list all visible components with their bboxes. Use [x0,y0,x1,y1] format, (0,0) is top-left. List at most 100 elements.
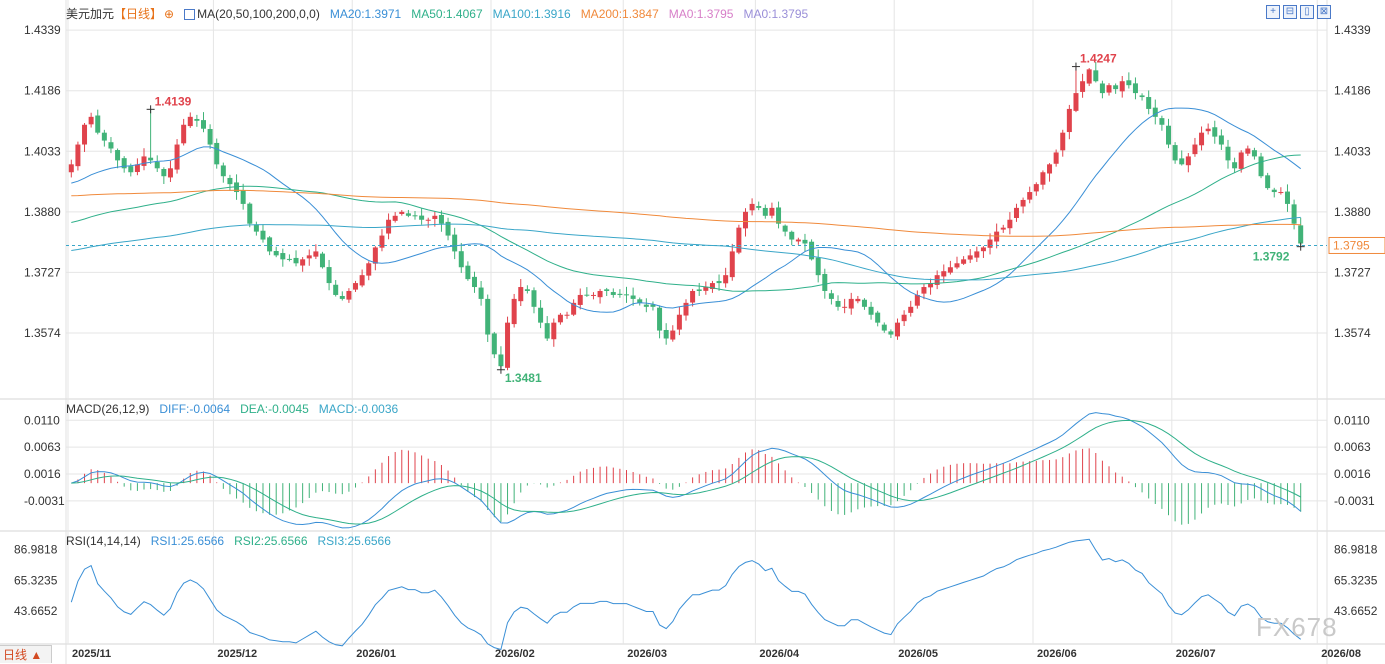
candle-body [577,294,583,305]
candle-body [683,302,689,316]
candle-body [227,177,233,185]
candle-body [1251,150,1257,157]
candle-body [1047,164,1053,174]
candle-body [1086,69,1092,84]
candle-body [101,132,107,141]
candle-body [1106,85,1112,93]
close-panel-button[interactable]: ⊠ [1317,5,1331,19]
candle-body [650,304,656,307]
candle-body [392,215,398,221]
candle-body [445,221,451,236]
price-tick-right: 1.4186 [1334,84,1371,98]
macd-tick-right: -0.0031 [1334,494,1375,508]
left-high-label: 1.4139 [155,94,192,108]
candle-body [82,124,88,145]
candle-body [293,257,299,264]
rsi-value-2: RSI3:25.6566 [317,534,391,548]
ma-value-0: MA20:1.3971 [329,7,402,21]
candle-body [709,283,715,289]
zoom-in-button[interactable]: + [1266,5,1280,19]
low-label: 1.3481 [505,371,542,385]
main-legend: 美元加元 【日线】 ⊕ MA(20,50,100,200,0,0) MA20:1… [66,6,808,22]
candle-body [617,293,623,295]
candle-body [690,290,696,303]
candle-body [419,215,425,220]
candle-body [610,292,616,295]
candle-body [676,314,682,330]
date-tick-label: 2026/03 [627,648,667,660]
candle-body [247,203,253,224]
candle-body [1159,118,1165,125]
candle-body [1172,145,1178,161]
candle-body [518,287,524,302]
candle-body [908,306,914,313]
panel-button[interactable]: ▯ [1300,5,1314,19]
candle-body [319,253,325,268]
layout-button[interactable]: ⊟ [1283,5,1297,19]
candle-body [286,258,292,260]
ma-line-ma100 [71,216,1301,281]
candle-body [267,237,273,252]
candle-body [1040,172,1046,185]
candle-body [987,239,993,248]
candle-body [947,267,953,273]
high-label: 1.4247 [1080,52,1117,66]
candle-body [1000,227,1006,230]
candle-body [1080,81,1086,92]
candle-body [736,227,742,253]
candle-body [657,307,663,331]
candle-body [1132,83,1138,94]
candle-body [756,206,762,208]
ma-settings-icon[interactable] [184,8,196,20]
candle-body [624,294,630,296]
candle-body [875,312,881,323]
rsi-value-0: RSI1:25.6566 [150,534,225,548]
candle-body [1139,95,1145,98]
candle-body [214,142,220,165]
candle-body [68,164,74,173]
candle-body [326,267,332,284]
date-tick-label: 2026/07 [1176,648,1216,660]
candle-body [524,289,530,291]
date-tick-label: 2025/11 [72,648,111,660]
macd-histogram [77,448,1302,525]
candle-body [273,251,279,256]
candle-body [240,190,246,204]
candle-body [1258,156,1264,177]
period-label[interactable]: 【日线】 [114,7,163,21]
candle-body [1093,70,1099,82]
candle-body [491,333,497,355]
price-tick-right: 1.3727 [1334,265,1371,279]
macd-line-dea [71,419,1301,525]
price-tick-left: 1.3880 [24,205,61,219]
ma-values: MA20:1.3971 MA50:1.4067 MA100:1.3916 MA200:… [330,6,808,22]
candle-body [782,225,788,232]
candle-body [1245,148,1251,154]
candle-body [366,263,372,276]
rsi-tick-left: 65.3235 [14,573,58,587]
current-price-tag: 1.3795 [1333,238,1370,252]
candle-body [703,287,709,291]
candle-body [1073,93,1079,111]
candle-body [1020,199,1026,207]
date-tick-label: 2026/02 [495,648,535,660]
rsi-legend: RSI(14,14,14) RSI1:25.6566 RSI2:25.6566 RS… [66,533,391,549]
candle-body [914,294,920,306]
period-selector[interactable]: 日线 ▲ [0,645,52,663]
candle-body [1232,162,1238,169]
candle-body [478,287,484,299]
candle-body [1212,127,1218,137]
candle-body [432,215,438,219]
candle-body [412,215,418,217]
ma-title: MA(20,50,100,200,0,0) [197,7,320,21]
candle-body [815,257,821,276]
rsi-tick-right: 86.9818 [1334,542,1378,556]
candle-body [1119,81,1125,92]
candle-body [405,213,411,216]
candle-body [280,253,286,260]
candle-body [901,314,907,322]
candle-body [1238,152,1244,169]
candle-body [1284,191,1290,204]
add-indicator-icon[interactable]: ⊕ [164,7,175,21]
